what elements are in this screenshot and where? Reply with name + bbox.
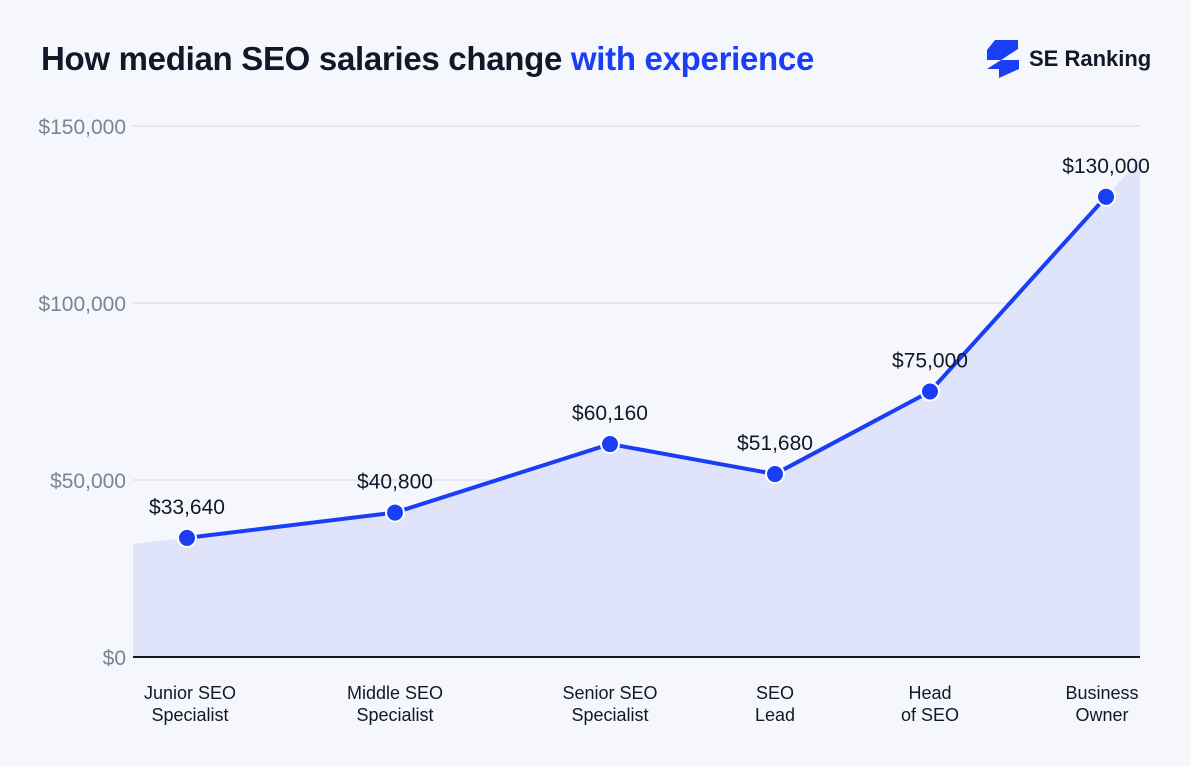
series-line (186, 195, 1108, 540)
x-tick-label: of SEO (901, 705, 959, 725)
x-tick-label: SEO (756, 683, 794, 703)
x-tick-label: Specialist (151, 705, 228, 725)
x-tick-label: Specialist (571, 705, 648, 725)
x-tick-label: Senior SEO (562, 683, 657, 703)
se-ranking-logo: SE Ranking (985, 40, 1151, 78)
data-label: $40,800 (357, 471, 433, 494)
title-highlight: with experience (570, 40, 815, 77)
x-tick-label: Head (908, 683, 951, 703)
data-label: $75,000 (892, 350, 968, 373)
x-tick-label: Middle SEO (347, 683, 443, 703)
data-point (600, 434, 620, 455)
chart-title: How median SEO salaries change with expe… (41, 40, 814, 78)
logo-bolt-icon (987, 40, 1019, 78)
y-tick-label: $100,000 (38, 293, 126, 316)
data-point (765, 464, 785, 485)
logo-text: SE Ranking (1029, 46, 1152, 71)
y-tick-label: $50,000 (50, 470, 126, 493)
x-tick-label: Business (1065, 683, 1138, 703)
x-tick-label: Lead (755, 705, 795, 725)
data-label: $33,640 (149, 496, 225, 519)
x-tick-label: Owner (1075, 705, 1128, 725)
data-label: $51,680 (737, 432, 813, 455)
x-tick-label: Specialist (356, 705, 433, 725)
data-point (177, 527, 197, 548)
data-point (385, 502, 405, 523)
data-label: $130,000 (1062, 155, 1150, 178)
data-label: $60,160 (572, 402, 648, 425)
y-tick-label: $150,000 (38, 116, 126, 139)
y-tick-label: $0 (103, 647, 126, 670)
x-tick-label: Junior SEO (144, 683, 236, 703)
title-main: How median SEO salaries change (41, 40, 571, 77)
data-point (920, 381, 940, 402)
data-point (1096, 186, 1116, 207)
area-fill (133, 159, 1140, 657)
